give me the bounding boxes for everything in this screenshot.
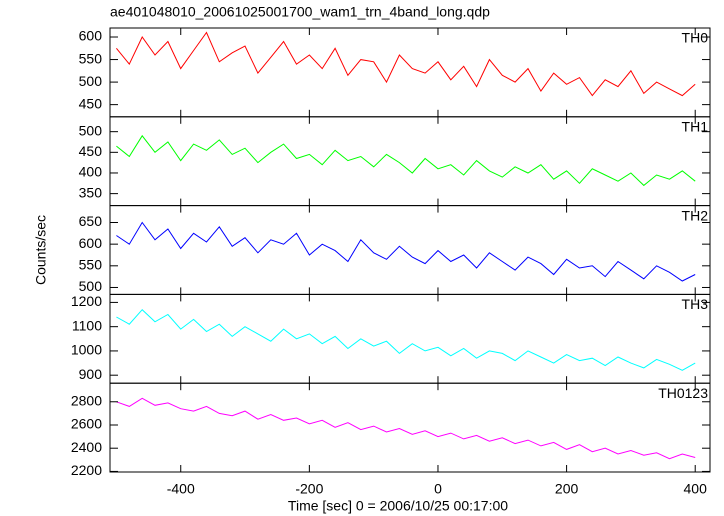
legend-label: TH1: [682, 119, 709, 135]
light-curve: [116, 308, 696, 371]
y-tick-label: 550: [79, 50, 103, 66]
y-tick-label: 600: [79, 235, 103, 251]
y-tick-label: 400: [79, 164, 103, 180]
y-tick-label: 600: [79, 28, 103, 44]
legend-label: TH2: [682, 207, 709, 223]
y-tick-label: 500: [79, 122, 103, 138]
legend-label: TH0123: [658, 385, 708, 401]
x-tick-label: -400: [167, 481, 195, 497]
legend-label: TH3: [682, 296, 709, 312]
light-curve: [116, 134, 696, 187]
light-curve: [116, 31, 696, 97]
y-tick-label: 1200: [71, 293, 102, 309]
y-tick-label: 550: [79, 257, 103, 273]
y-tick-label: 2600: [71, 416, 102, 432]
y-tick-label: 350: [79, 184, 103, 200]
x-tick-label: 200: [555, 481, 579, 497]
panel-frame: [109, 116, 711, 207]
x-tick-label: -200: [295, 481, 323, 497]
light-curve: [116, 221, 696, 282]
light-curve: [116, 397, 696, 460]
panel-frame: [109, 382, 711, 473]
x-tick-label: 0: [434, 481, 442, 497]
x-axis-label: Time [sec] 0 = 2006/10/25 00:17:00: [288, 498, 508, 514]
y-tick-label: 650: [79, 213, 103, 229]
y-tick-label: 500: [79, 73, 103, 89]
legend-label: TH0: [682, 30, 709, 46]
panel-frame: [109, 205, 711, 295]
y-tick-label: 2800: [71, 392, 102, 408]
y-tick-label: 2200: [71, 462, 102, 478]
chart-title: ae401048010_20061025001700_wam1_trn_4ban…: [110, 4, 490, 20]
y-tick-label: 450: [79, 95, 103, 111]
y-tick-label: 450: [79, 143, 103, 159]
panel-frame: [109, 293, 711, 384]
y-tick-label: 900: [79, 366, 103, 382]
x-tick-label: 400: [684, 481, 708, 497]
y-axis-label: Counts/sec: [33, 215, 49, 285]
y-tick-label: 500: [79, 278, 103, 294]
y-tick-label: 1000: [71, 342, 102, 358]
y-tick-label: 1100: [72, 317, 102, 333]
y-tick-label: 2400: [71, 439, 102, 455]
